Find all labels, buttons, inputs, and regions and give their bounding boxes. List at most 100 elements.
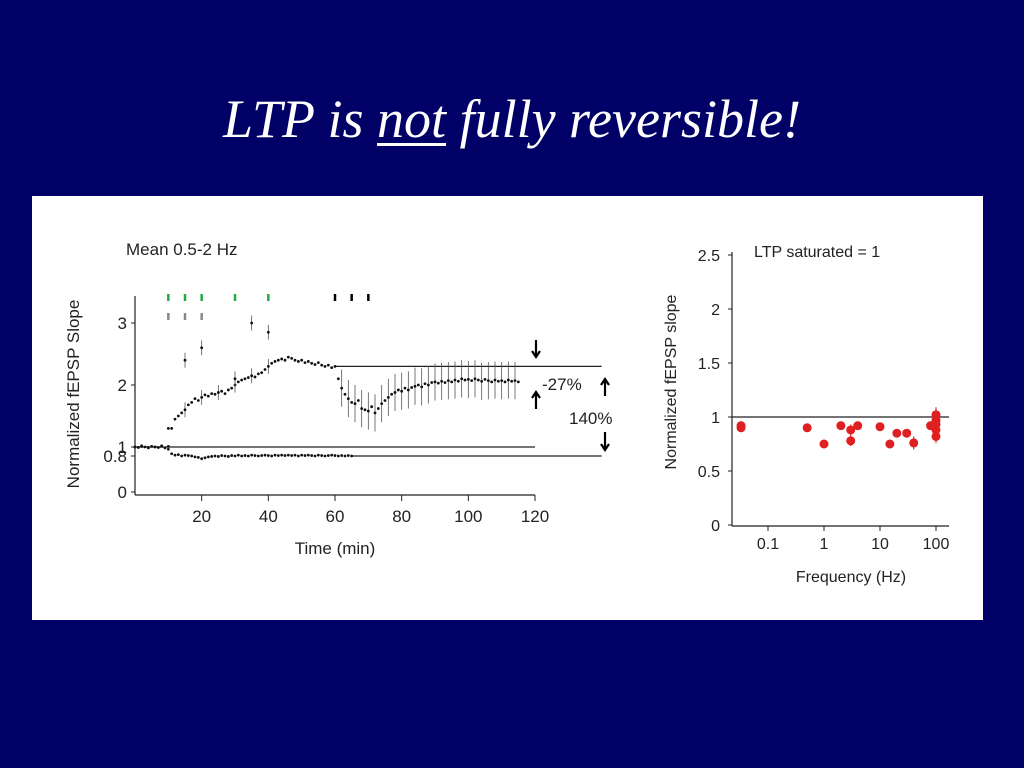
data-point (316, 361, 320, 365)
data-point (473, 377, 477, 381)
data-point (486, 379, 490, 383)
data-point (453, 378, 457, 382)
slide-title: LTP is not fully reversible! (0, 86, 1024, 152)
data-point (316, 453, 320, 457)
data-point (493, 378, 497, 382)
data-point (190, 400, 194, 404)
data-point (323, 365, 327, 368)
data-point (196, 399, 200, 402)
data-point (140, 444, 144, 448)
frequency-chart: LTP saturated = 1 0 0.5 1 1.5 2 2.5 0.1 1 10 100 Fr… (663, 244, 950, 586)
y-tick-label: 3 (118, 314, 127, 333)
data-point (186, 454, 190, 457)
data-point (240, 378, 244, 382)
data-point (503, 380, 507, 384)
data-point (326, 363, 330, 367)
data-point (410, 386, 414, 389)
data-point (426, 383, 430, 387)
data-point (373, 411, 377, 415)
data-point (513, 379, 517, 383)
y-tick-label: 1.5 (698, 356, 720, 373)
y-axis-label: Normalized fEPSP slope (663, 294, 680, 469)
data-point (256, 454, 260, 458)
data-point (386, 396, 390, 399)
data-point (846, 425, 856, 435)
data-point (133, 445, 137, 449)
data-point (286, 453, 290, 457)
y-tick-label: 0 (118, 483, 127, 502)
ltp-annotation: 140% (569, 409, 612, 428)
data-point (366, 409, 370, 413)
data-point (931, 425, 941, 435)
data-point (173, 453, 177, 457)
data-point (496, 379, 500, 383)
data-point (885, 439, 895, 449)
data-point (293, 358, 297, 362)
data-point (190, 454, 194, 458)
data-point (931, 431, 941, 441)
data-point (470, 379, 474, 383)
data-point (420, 385, 424, 389)
data-point (233, 454, 237, 458)
data-point (320, 363, 324, 367)
data-point (443, 381, 447, 384)
data-point (160, 444, 164, 448)
data-point (909, 438, 919, 448)
x-tick-label: 40 (259, 507, 278, 526)
data-point (263, 368, 267, 371)
data-point (250, 321, 254, 325)
data-point (180, 454, 184, 458)
data-point (163, 446, 167, 450)
data-point (293, 453, 297, 457)
data-point (306, 360, 310, 363)
y-tick-label: 0 (711, 518, 720, 535)
down-arrow-icon (531, 340, 541, 359)
data-point (436, 381, 440, 385)
data-point (510, 379, 514, 383)
data-point (356, 399, 360, 402)
data-point (166, 447, 170, 451)
data-point (323, 454, 327, 458)
x-tick-label: 1 (820, 536, 829, 553)
data-point (226, 388, 230, 392)
data-point (276, 454, 280, 457)
y-tick-label: 1 (711, 410, 720, 427)
data-point (200, 457, 204, 461)
data-point (156, 446, 160, 449)
y-tick-label: 2 (711, 302, 720, 319)
data-point (383, 399, 387, 402)
data-point (183, 408, 187, 412)
data-point (296, 454, 300, 458)
data-point (313, 363, 317, 366)
data-point (320, 454, 324, 457)
chart-title: Mean 0.5-2 Hz (126, 240, 238, 259)
data-point (276, 358, 280, 362)
data-point (250, 374, 254, 378)
data-point (173, 417, 177, 421)
data-point (460, 377, 464, 381)
data-point (836, 421, 846, 431)
data-point (270, 361, 274, 365)
data-point (220, 389, 224, 393)
x-axis-label: Time (min) (295, 539, 376, 558)
data-point (333, 454, 337, 457)
data-point (153, 445, 157, 449)
data-point (280, 357, 284, 361)
y-tick-label: 0.8 (103, 447, 127, 466)
chart-title: LTP saturated = 1 (754, 244, 880, 261)
data-point (196, 455, 200, 459)
data-point (213, 454, 217, 458)
data-point (166, 427, 170, 430)
data-point (330, 453, 334, 457)
data-point (376, 407, 380, 410)
data-point (240, 454, 244, 458)
data-point (186, 403, 190, 407)
x-tick-label: 100 (923, 536, 950, 553)
data-point (336, 454, 340, 458)
data-point (210, 455, 214, 458)
y-tick-label: 1 (118, 438, 127, 457)
data-point (253, 375, 257, 379)
data-point (236, 380, 240, 384)
data-point (143, 445, 147, 449)
data-point (266, 454, 270, 457)
